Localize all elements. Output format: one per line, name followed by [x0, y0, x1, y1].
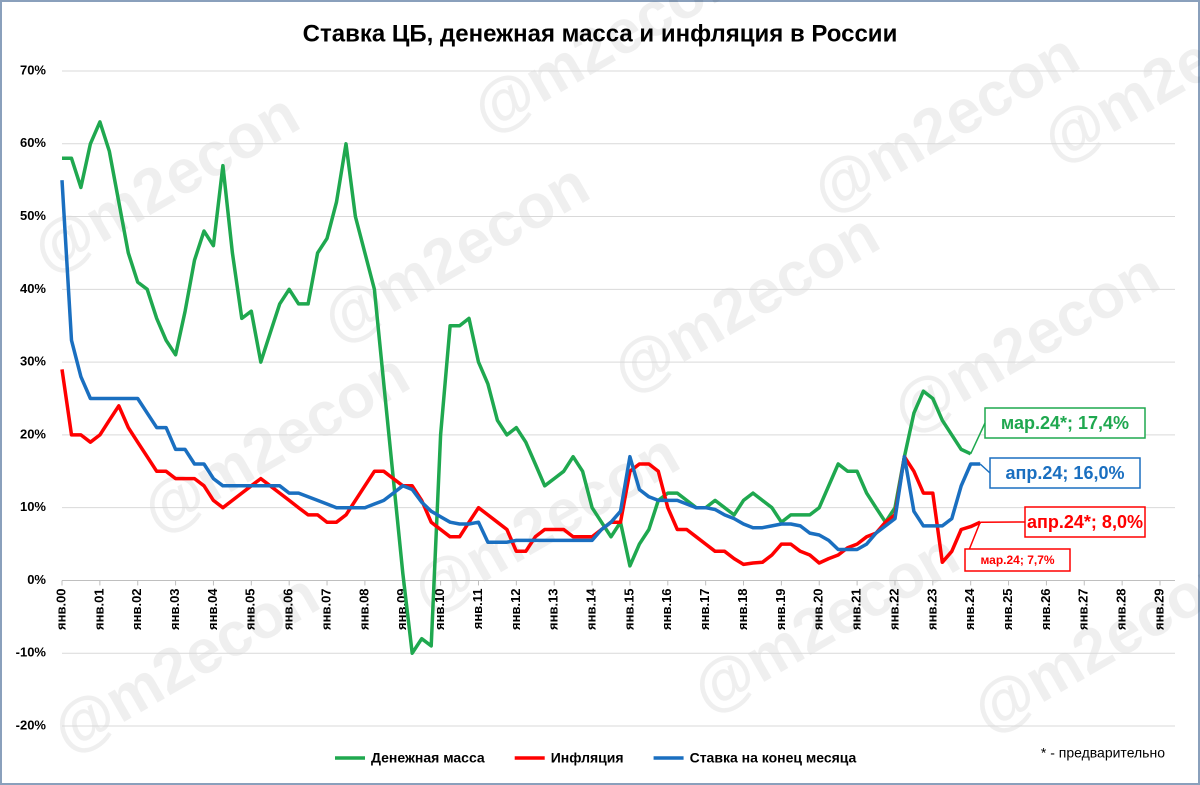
annotation-leader — [970, 422, 986, 455]
y-tick-label: 10% — [20, 499, 46, 514]
legend-label: Ставка на конец месяца — [690, 750, 857, 766]
annotation-box — [984, 407, 1146, 439]
x-tick-label: янв.12 — [508, 588, 523, 630]
y-tick-label: 50% — [20, 208, 46, 223]
annotation-box — [964, 548, 1071, 572]
x-tick-label: янв.22 — [886, 588, 901, 630]
series-line — [62, 120, 972, 655]
x-tick-label: янв.00 — [53, 588, 68, 630]
x-tick-label: янв.06 — [281, 588, 296, 630]
x-tick-label: янв.01 — [91, 588, 106, 630]
x-tick-label: янв.07 — [318, 588, 333, 630]
x-tick-label: янв.03 — [167, 588, 182, 630]
y-tick-label: 60% — [20, 135, 46, 150]
y-tick-label: 20% — [20, 426, 46, 441]
y-tick-label: 0% — [27, 572, 46, 587]
footnote: * - предварительно — [1041, 745, 1165, 761]
chart-title: Ставка ЦБ, денежная масса и инфляция в Р… — [303, 20, 898, 47]
y-tick-label: 30% — [20, 354, 46, 369]
x-tick-label: янв.28 — [1114, 588, 1129, 630]
annotation: мар.24; 7,7% — [980, 553, 1054, 567]
x-tick-label: янв.23 — [924, 588, 939, 630]
series-line — [60, 180, 981, 552]
annotation-leader — [979, 463, 991, 474]
x-tick-label: янв.18 — [735, 588, 750, 630]
x-tick-label: янв.13 — [546, 588, 561, 630]
x-tick-label: янв.08 — [356, 588, 371, 630]
x-tick-label: янв.15 — [621, 588, 636, 630]
y-tick-label: 40% — [20, 281, 46, 296]
annotation-box — [1024, 506, 1146, 538]
y-tick-label: -20% — [16, 717, 47, 732]
legend-label: Инфляция — [551, 750, 624, 766]
x-tick-label: янв.29 — [1151, 588, 1166, 630]
series-line — [60, 369, 981, 567]
y-tick-label: -10% — [16, 645, 47, 660]
x-tick-label: янв.27 — [1076, 588, 1091, 630]
y-tick-label: 70% — [20, 62, 46, 77]
x-tick-label: янв.20 — [811, 588, 826, 630]
x-tick-label: янв.17 — [697, 588, 712, 630]
x-tick-label: янв.04 — [205, 588, 220, 630]
x-tick-label: янв.05 — [243, 588, 258, 630]
x-tick-label: янв.14 — [584, 588, 599, 630]
x-tick-label: янв.24 — [962, 588, 977, 630]
x-tick-label: янв.25 — [1000, 588, 1015, 630]
x-tick-label: янв.02 — [129, 588, 144, 630]
annotation: апр.24; 16,0% — [1006, 463, 1125, 483]
x-tick-label: янв.19 — [773, 588, 788, 630]
annotation: апр.24*; 8,0% — [1027, 512, 1143, 532]
x-tick-label: янв.26 — [1038, 588, 1053, 630]
x-tick-label: янв.21 — [849, 588, 864, 630]
x-tick-label: янв.10 — [432, 588, 447, 630]
legend-label: Денежная масса — [371, 750, 485, 766]
annotation-box — [989, 457, 1141, 489]
x-tick-label: янв.11 — [470, 588, 485, 629]
x-tick-label: янв.16 — [659, 588, 674, 630]
annotation: мар.24*; 17,4% — [1001, 413, 1129, 433]
